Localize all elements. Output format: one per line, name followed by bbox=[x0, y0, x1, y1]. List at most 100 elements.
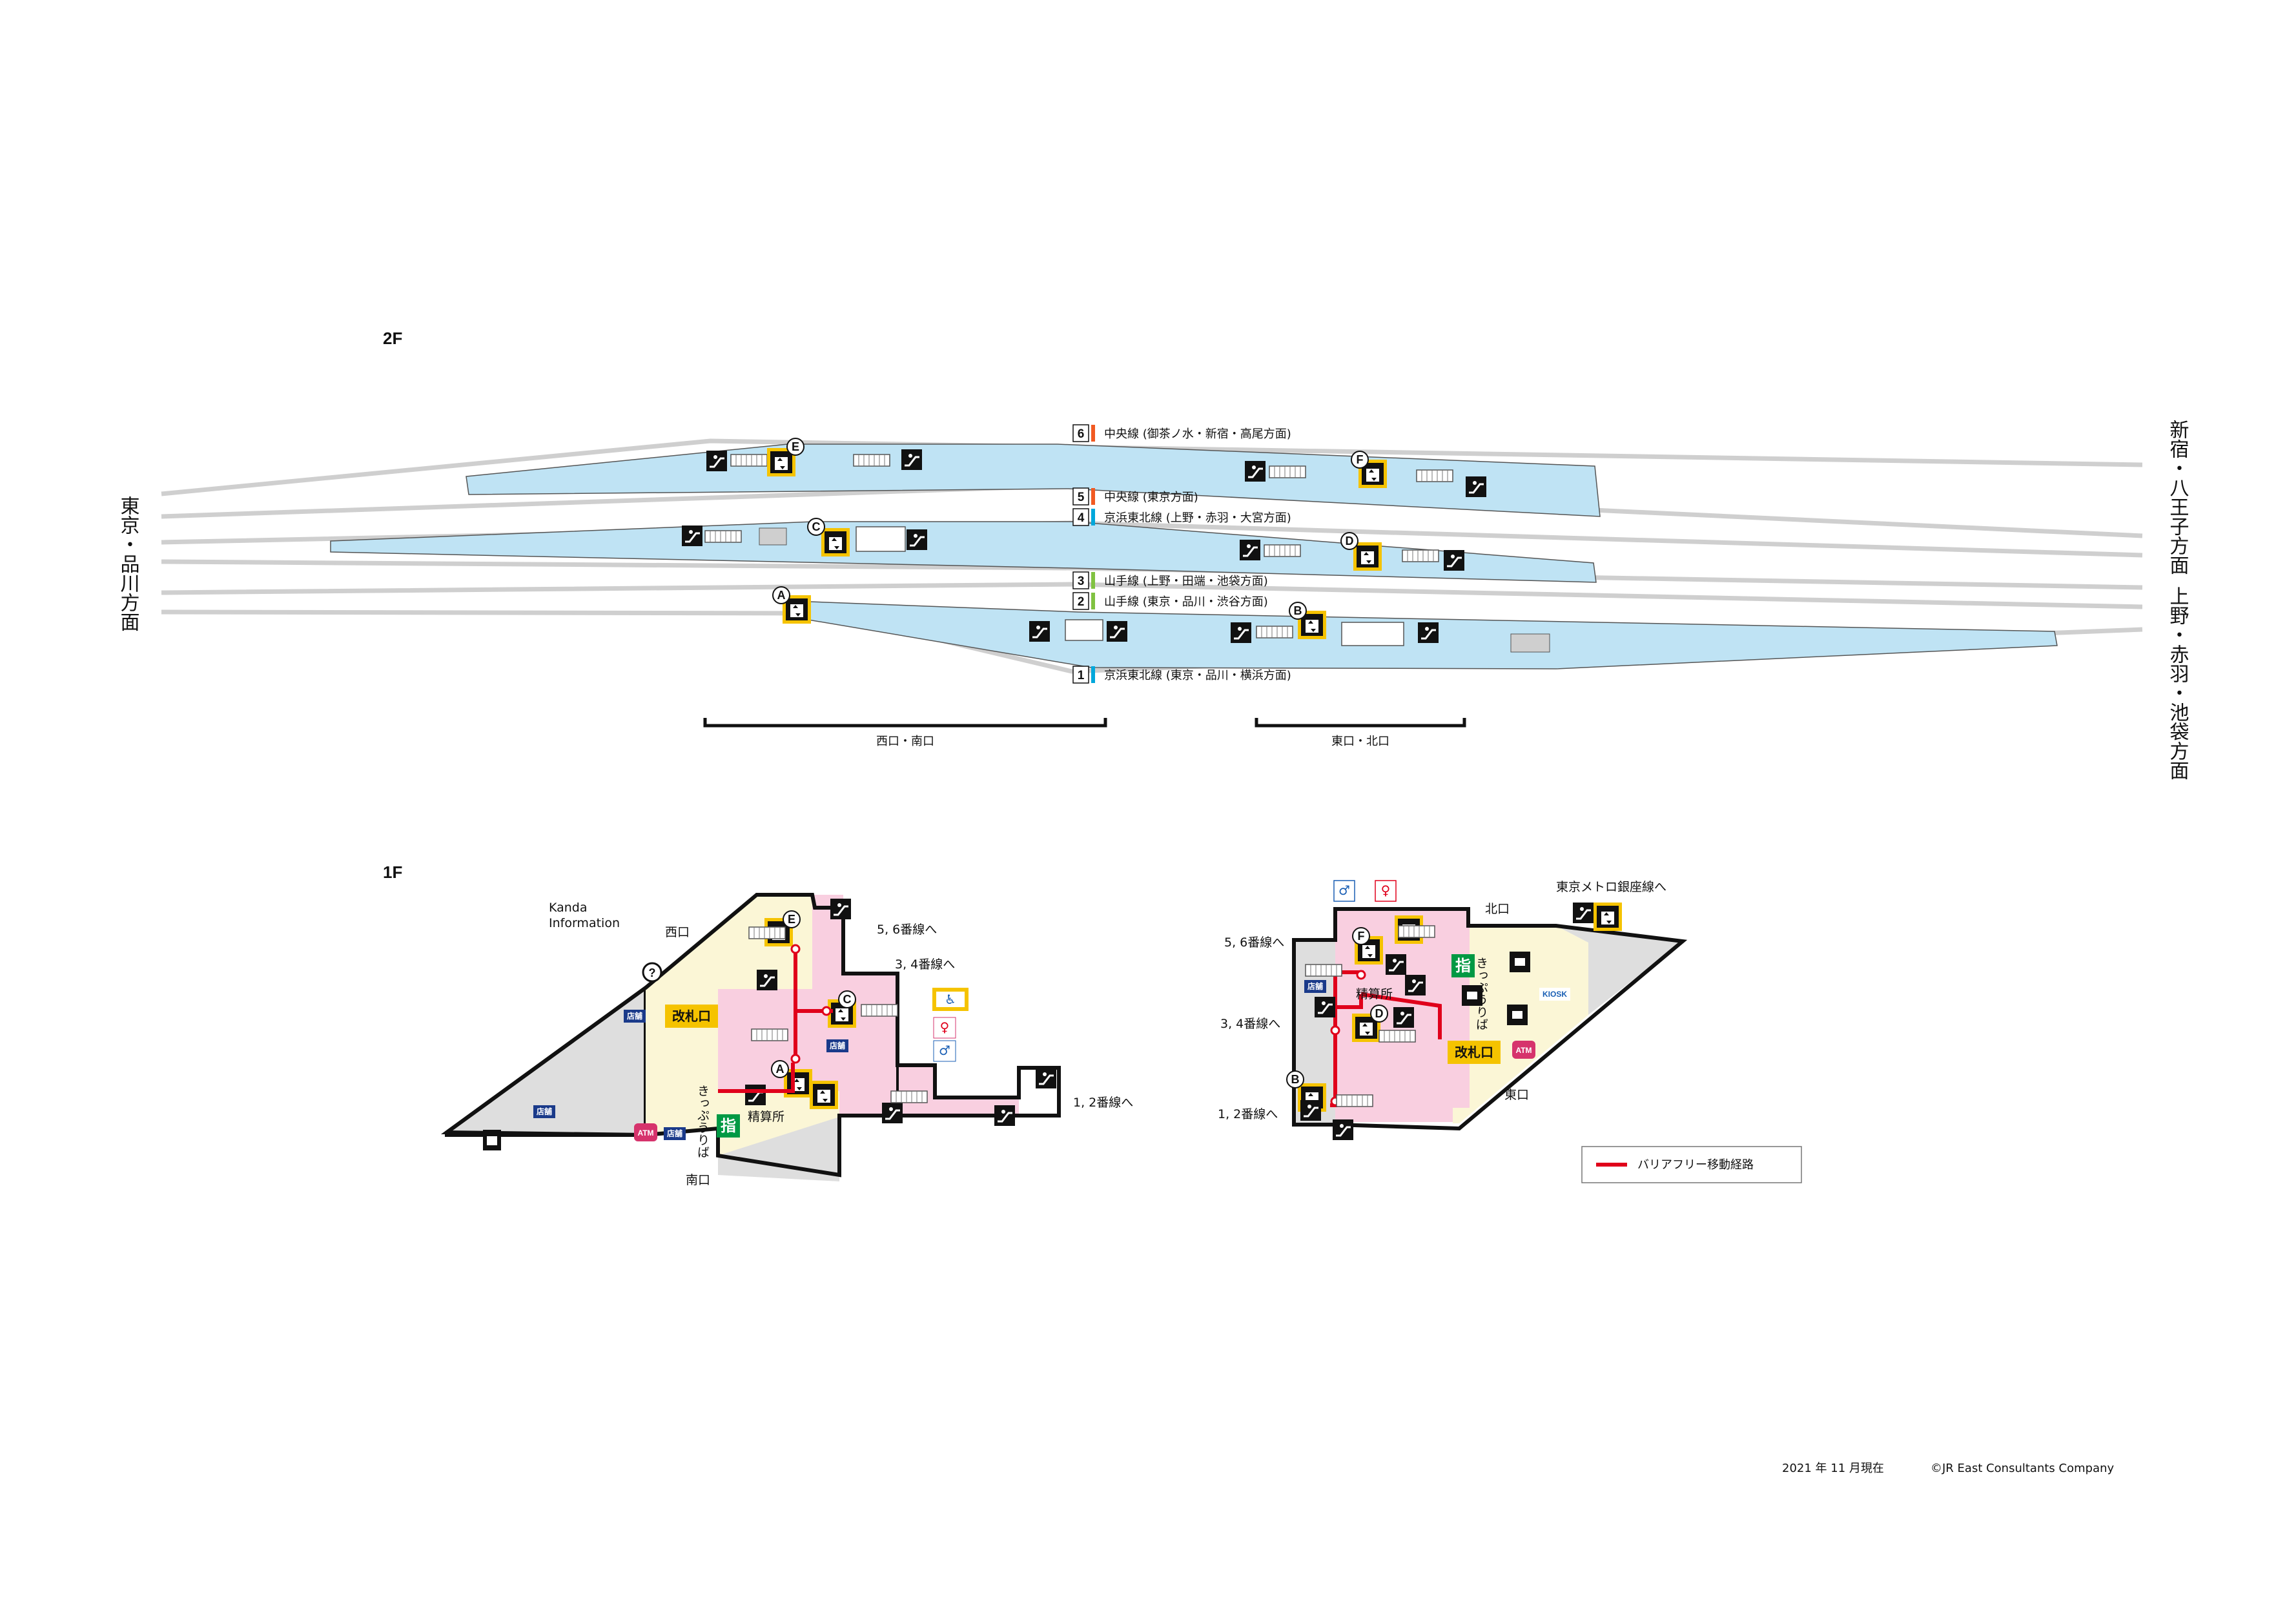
svg-text:店舗: 店舗 bbox=[1307, 981, 1323, 991]
to-track-34-east: 3, 4番線へ bbox=[1220, 1017, 1280, 1031]
ticket-gate-east bbox=[1448, 1041, 1501, 1064]
escalator-icon bbox=[705, 449, 728, 473]
svg-text:指: 指 bbox=[721, 1117, 736, 1135]
kanda-info-line1: Kanda bbox=[549, 901, 588, 915]
escalator-icon bbox=[1392, 1006, 1415, 1029]
floor-label-2f: 2F bbox=[383, 329, 402, 348]
svg-text:京浜東北線 (上野・赤羽・大宮方面): 京浜東北線 (上野・赤羽・大宮方面) bbox=[1104, 511, 1291, 525]
legend: バリアフリー移動経路 bbox=[1581, 1146, 1802, 1183]
escalator-icon bbox=[1404, 974, 1427, 997]
west-elevator-letters: E C A bbox=[771, 910, 856, 1078]
atm-icon bbox=[1512, 1041, 1535, 1059]
legend-label: バリアフリー移動経路 bbox=[1637, 1158, 1754, 1172]
west-exit-label: 西口 bbox=[665, 925, 690, 939]
svg-text:B: B bbox=[1294, 604, 1302, 617]
stairs-icon bbox=[1256, 626, 1293, 638]
escalator-icon bbox=[881, 1101, 904, 1125]
svg-text:?: ? bbox=[649, 966, 656, 979]
elevator-letter-c: C bbox=[807, 518, 825, 536]
to-track-12-west: 1, 2番線へ bbox=[1073, 1096, 1133, 1110]
ticket-office-west: きっぷうりば bbox=[695, 1085, 710, 1158]
east-exit-label: 東口 bbox=[1504, 1088, 1529, 1102]
kiosk-tag bbox=[1539, 988, 1570, 1001]
svg-text:指: 指 bbox=[1455, 957, 1471, 975]
escalator-icon bbox=[1299, 1099, 1322, 1122]
line-color-bar bbox=[1091, 572, 1095, 589]
shop-tag bbox=[1304, 980, 1326, 993]
svg-text:2: 2 bbox=[1078, 595, 1085, 609]
reserved-seat-west bbox=[717, 1114, 740, 1138]
svg-text:3: 3 bbox=[1078, 575, 1085, 588]
footer-copyright: ©JR East Consultants Company bbox=[1931, 1462, 2115, 1475]
ticket-office-east: きっぷうりば bbox=[1474, 957, 1488, 1030]
platform-3-4 bbox=[330, 521, 1597, 583]
shop-tag bbox=[624, 1010, 646, 1023]
stairs-icon bbox=[1264, 544, 1301, 557]
stairs-icon bbox=[1398, 925, 1435, 938]
stairs-icon bbox=[1416, 469, 1453, 482]
ticket-gate-west bbox=[665, 1005, 718, 1028]
svg-text:♀: ♀ bbox=[940, 1019, 950, 1035]
elevator-icon bbox=[810, 1081, 838, 1109]
exit-range-east-north: 東口・北口 bbox=[1255, 718, 1466, 748]
elevator-letter-f: F bbox=[1351, 451, 1369, 469]
svg-text:♂: ♂ bbox=[1338, 883, 1350, 898]
stairs-icon bbox=[730, 454, 768, 467]
elevator-letter-e: E bbox=[786, 438, 805, 456]
escalator-icon bbox=[1417, 621, 1440, 644]
east-facilities: ♂ ♀ bbox=[1298, 880, 1622, 1141]
line-color-bar bbox=[1091, 488, 1095, 505]
escalator-icon bbox=[744, 1083, 767, 1107]
svg-text:店舗: 店舗 bbox=[667, 1128, 682, 1138]
track-2 bbox=[161, 582, 2143, 609]
platform-room bbox=[1510, 633, 1550, 653]
elevator-d-icon bbox=[1353, 542, 1382, 571]
direction-east-top: 新宿・八王子方面 bbox=[2166, 420, 2189, 575]
shop-tag bbox=[533, 1105, 555, 1118]
elevator-letter-e: E bbox=[783, 910, 801, 928]
stairs-icon bbox=[751, 1028, 788, 1041]
stairs-icon bbox=[1341, 622, 1404, 646]
fare-adjust-east: 精算所 bbox=[1356, 987, 1393, 1001]
svg-text:C: C bbox=[843, 993, 852, 1006]
svg-text:F: F bbox=[1357, 453, 1364, 466]
escalator-icon bbox=[1034, 1067, 1058, 1090]
track-label-1: 1 京浜東北線 (東京・品川・横浜方面) bbox=[1072, 666, 1291, 684]
svg-text:改札口: 改札口 bbox=[1455, 1045, 1493, 1060]
line-color-bar bbox=[1091, 425, 1095, 442]
svg-text:♿: ♿ bbox=[945, 992, 956, 1007]
stairs-icon bbox=[861, 1004, 898, 1017]
stairs-icon bbox=[890, 1090, 928, 1103]
escalator-icon bbox=[681, 524, 704, 547]
svg-text:1: 1 bbox=[1078, 669, 1085, 682]
escalator-icon bbox=[1244, 460, 1267, 483]
escalator-icon bbox=[1313, 995, 1337, 1019]
track-label-2: 2 山手線 (東京・品川・渋谷方面) bbox=[1072, 592, 1268, 610]
svg-text:♂: ♂ bbox=[939, 1043, 950, 1058]
stairs-icon bbox=[748, 926, 786, 939]
direction-east-bottom: 上野・赤羽・池袋方面 bbox=[2166, 586, 2189, 780]
track-label-5: 5 中央線 (東京方面) bbox=[1072, 487, 1198, 505]
escalator-icon bbox=[905, 528, 928, 551]
south-exit-label: 南口 bbox=[686, 1173, 710, 1187]
svg-text:♀: ♀ bbox=[1381, 883, 1391, 898]
west-facilities: ♿ ♀ ♂ bbox=[483, 897, 1058, 1150]
elevator-letter-d: D bbox=[1370, 1005, 1388, 1023]
mens-toilet-icon bbox=[933, 1040, 956, 1062]
platform-facilities bbox=[681, 448, 1550, 653]
escalator-icon bbox=[755, 968, 779, 992]
svg-text:E: E bbox=[788, 913, 795, 926]
svg-text:KIOSK: KIOSK bbox=[1543, 990, 1567, 999]
svg-text:改札口: 改札口 bbox=[672, 1008, 711, 1024]
escalator-icon bbox=[900, 448, 923, 471]
direction-west: 東京・品川方面 bbox=[117, 496, 140, 631]
footer: 2021 年 11 月現在 ©JR East Consultants Compa… bbox=[1782, 1462, 2115, 1475]
escalator-icon bbox=[1331, 1118, 1355, 1141]
svg-text:6: 6 bbox=[1078, 427, 1085, 441]
svg-text:中央線 (東京方面): 中央線 (東京方面) bbox=[1104, 491, 1198, 504]
svg-text:店舗: 店舗 bbox=[627, 1011, 642, 1021]
elevator-letter-c: C bbox=[838, 990, 856, 1008]
footer-date: 2021 年 11 月現在 bbox=[1782, 1462, 1884, 1475]
metro-ginza-label: 東京メトロ銀座線へ bbox=[1556, 880, 1666, 894]
track-label-3: 3 山手線 (上野・田端・池袋方面) bbox=[1072, 571, 1268, 589]
